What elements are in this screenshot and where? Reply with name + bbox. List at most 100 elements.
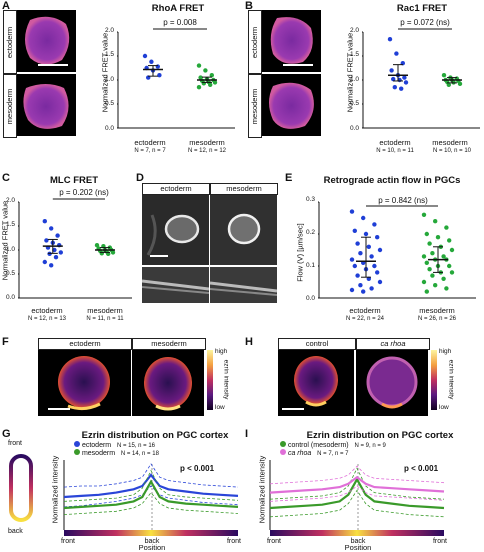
data-point-mesoderm — [99, 251, 105, 256]
n-caption-b-ectoderm: N = 10, n = 11 — [376, 148, 414, 154]
panel-label-b: B — [245, 0, 253, 12]
data-point-mesoderm — [203, 68, 208, 73]
kymograph-d-ectoderm — [141, 267, 210, 303]
data-point-mesoderm — [457, 81, 463, 87]
label-d-ectoderm: ectoderm — [142, 183, 210, 195]
data-point-ectoderm — [55, 233, 60, 238]
data-point-mesoderm — [196, 63, 202, 68]
data-point-ectoderm — [361, 215, 366, 221]
colorbar-h-low: low — [439, 404, 449, 411]
x-tick-i-front-left: front — [266, 538, 281, 545]
data-point-ectoderm — [375, 270, 380, 275]
data-point-ectoderm — [349, 209, 355, 214]
x-tick-g-front-right: front — [226, 538, 241, 545]
y-axis-label-b: Normalized FRET value — [345, 32, 355, 113]
x-category-e-mesoderm: mesoderm — [419, 306, 455, 315]
data-point-mesoderm — [421, 279, 427, 285]
data-point-ectoderm — [366, 244, 371, 249]
x-category-a-ectoderm: ectoderm — [134, 138, 166, 147]
data-point-ectoderm — [352, 263, 357, 269]
x-axis-label-i: Position — [344, 543, 372, 552]
data-point-ectoderm — [403, 80, 409, 85]
upper-band-control (mesoderm) — [269, 467, 445, 500]
data-point-ectoderm — [369, 286, 374, 291]
colorbar-f-high: high — [215, 348, 228, 355]
panel-label-e: E — [285, 172, 293, 184]
legend-item-ca-rhoa: ca rhoa N = 7, n = 7 — [280, 449, 430, 457]
lower-band-ca rhoa — [269, 485, 445, 502]
data-point-ectoderm — [361, 289, 366, 294]
data-point-mesoderm — [430, 251, 435, 256]
data-point-ectoderm — [355, 241, 360, 246]
data-point-ectoderm — [349, 257, 355, 262]
data-point-mesoderm — [427, 241, 432, 246]
data-point-ectoderm — [157, 73, 162, 78]
label-b-mesoderm: mesoderm — [248, 74, 262, 138]
scale-bar — [38, 64, 68, 66]
panel-label-a: A — [2, 0, 10, 12]
series-line-mesoderm — [63, 479, 239, 510]
y-axis-label-g: Normalized intensity — [50, 455, 60, 524]
data-point-ectoderm — [355, 273, 360, 278]
n-caption-a-mesoderm: N = 12, n = 12 — [187, 148, 227, 154]
chart-title-a: RhoA FRET — [151, 3, 205, 14]
data-point-ectoderm — [42, 219, 47, 224]
data-point-ectoderm — [399, 86, 404, 91]
p-value-g: p < 0.001 — [180, 464, 215, 473]
cell-outline-schematic — [6, 448, 36, 528]
panel-label-h: H — [245, 336, 253, 348]
data-point-ectoderm — [44, 238, 49, 243]
n-caption-e-mesoderm: N = 26, n = 26 — [417, 316, 457, 322]
data-point-ectoderm — [52, 247, 57, 253]
chart-a — [117, 28, 235, 129]
label-b-ectoderm: ectoderm — [248, 10, 262, 74]
data-point-ectoderm — [49, 226, 54, 231]
micrograph-d-ectoderm — [142, 195, 209, 265]
n-caption-b-mesoderm: N = 10, n = 10 — [432, 148, 472, 154]
panel-label-i: I — [245, 428, 249, 440]
series-line-ca rhoa — [269, 475, 445, 494]
lower-band-control (mesoderm) — [269, 489, 445, 518]
data-point-mesoderm — [433, 283, 438, 288]
data-point-mesoderm — [201, 81, 206, 86]
data-point-mesoderm — [433, 219, 438, 224]
series-line-control (mesoderm) — [269, 477, 445, 510]
y-axis-label-a: Normalized FRET value — [100, 32, 110, 113]
panel-label-d: D — [136, 172, 144, 184]
data-point-ectoderm — [391, 76, 396, 82]
data-point-ectoderm — [363, 231, 369, 237]
x-category-c-mesoderm: mesoderm — [87, 306, 123, 315]
label-f-ectoderm: ectoderm — [38, 338, 132, 350]
p-value-e: p = 0.842 (ns) — [378, 196, 428, 205]
x-category-b-ectoderm: ectoderm — [379, 138, 411, 147]
data-point-mesoderm — [94, 243, 100, 248]
data-point-ectoderm — [402, 75, 407, 80]
data-point-mesoderm — [447, 263, 452, 269]
chart-title-b: Rac1 FRET — [396, 3, 448, 14]
data-point-ectoderm — [352, 228, 357, 233]
position-color-strip — [270, 530, 444, 536]
chart-title-i: Ezrin distribution on PGC cortex — [306, 430, 454, 441]
data-point-mesoderm — [441, 73, 447, 78]
data-point-mesoderm — [427, 267, 432, 272]
label-h-control: control — [278, 338, 356, 350]
data-point-mesoderm — [430, 273, 435, 278]
micrograph-h-ca-rhoa — [356, 350, 428, 416]
label-a-ectoderm: ectoderm — [3, 10, 17, 74]
data-point-ectoderm — [358, 251, 363, 256]
n-caption-c-ectoderm: N = 12, n = 13 — [27, 316, 67, 322]
y-axis-label-i: Normalized intensity — [257, 455, 267, 524]
data-point-mesoderm — [447, 238, 452, 243]
micrograph-b-mesoderm — [261, 74, 321, 136]
chart-c — [18, 198, 132, 299]
legend-item-mesoderm: mesoderm N = 14, n = 18 — [74, 449, 204, 457]
upper-band-ectoderm — [63, 463, 239, 488]
chart-b — [362, 28, 480, 129]
data-point-ectoderm — [394, 51, 399, 56]
micrograph-h-control — [278, 350, 354, 416]
data-point-ectoderm — [358, 283, 363, 288]
position-color-strip — [64, 530, 238, 536]
n-caption-e-ectoderm: N = 22, n = 24 — [345, 316, 385, 322]
label-h-ca-rhoa: ca rhoa — [356, 338, 430, 350]
micrograph-a-mesoderm — [16, 74, 76, 136]
